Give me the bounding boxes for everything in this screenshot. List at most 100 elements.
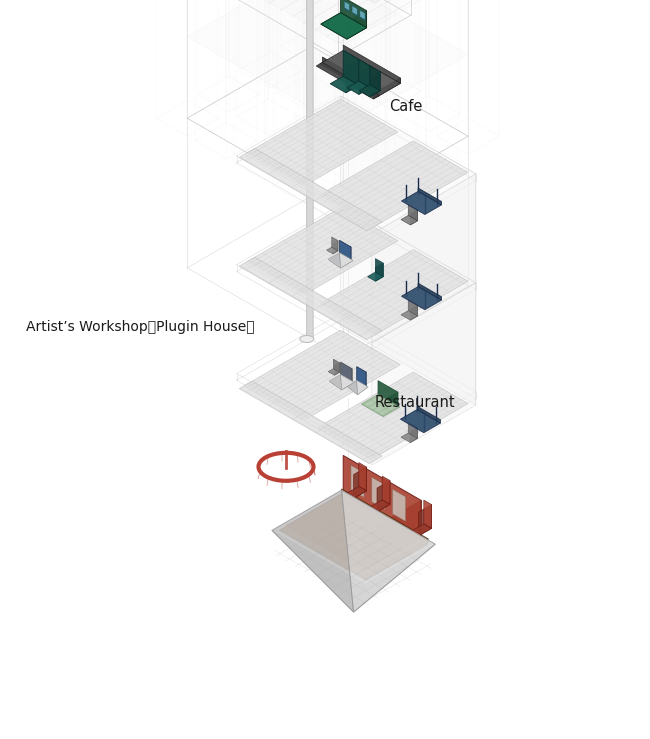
Polygon shape [347, 10, 367, 39]
Polygon shape [187, 0, 468, 126]
Polygon shape [401, 215, 417, 225]
Polygon shape [347, 386, 358, 395]
Polygon shape [365, 539, 428, 580]
Polygon shape [286, 493, 421, 571]
Polygon shape [361, 395, 400, 417]
Polygon shape [354, 467, 367, 498]
Polygon shape [346, 486, 367, 498]
Polygon shape [332, 237, 338, 251]
Polygon shape [363, 395, 398, 415]
Polygon shape [343, 45, 400, 84]
Polygon shape [368, 272, 384, 282]
Polygon shape [272, 531, 365, 612]
Polygon shape [322, 57, 380, 95]
Polygon shape [370, 72, 380, 97]
Polygon shape [341, 362, 352, 382]
Polygon shape [334, 363, 339, 375]
Polygon shape [408, 422, 417, 438]
Polygon shape [36, 0, 582, 3]
Polygon shape [376, 259, 384, 276]
Polygon shape [408, 300, 417, 316]
Polygon shape [410, 210, 417, 225]
Polygon shape [352, 13, 358, 16]
Polygon shape [377, 78, 400, 97]
Polygon shape [349, 381, 366, 392]
Polygon shape [341, 0, 367, 27]
Polygon shape [357, 381, 368, 395]
Polygon shape [360, 10, 365, 20]
Polygon shape [359, 17, 365, 20]
Polygon shape [307, 0, 313, 343]
Polygon shape [328, 253, 341, 268]
Polygon shape [330, 254, 351, 266]
Polygon shape [341, 375, 354, 390]
Text: Artist’s Workshop（Plugin House）: Artist’s Workshop（Plugin House） [26, 320, 255, 333]
Ellipse shape [300, 336, 314, 342]
Polygon shape [410, 305, 417, 320]
Polygon shape [417, 406, 441, 423]
Polygon shape [328, 259, 342, 268]
Polygon shape [372, 477, 385, 509]
Polygon shape [187, 0, 468, 45]
Polygon shape [343, 369, 352, 388]
Polygon shape [377, 480, 390, 512]
Polygon shape [378, 381, 398, 407]
Text: Restaurant: Restaurant [374, 395, 455, 409]
Polygon shape [418, 188, 441, 205]
Polygon shape [344, 1, 350, 11]
Polygon shape [401, 433, 417, 443]
Polygon shape [402, 287, 441, 310]
Polygon shape [321, 13, 367, 39]
Polygon shape [376, 263, 384, 282]
Polygon shape [333, 359, 339, 372]
Polygon shape [341, 96, 476, 283]
Polygon shape [369, 500, 390, 512]
Polygon shape [418, 283, 441, 300]
Polygon shape [359, 85, 380, 97]
Polygon shape [393, 489, 406, 521]
Polygon shape [328, 369, 339, 375]
Polygon shape [401, 310, 417, 320]
Polygon shape [239, 257, 382, 340]
Polygon shape [339, 253, 353, 268]
Polygon shape [342, 382, 354, 390]
Polygon shape [307, 0, 313, 339]
Polygon shape [424, 500, 432, 528]
Polygon shape [329, 381, 343, 390]
Polygon shape [342, 489, 428, 544]
Polygon shape [347, 81, 370, 95]
Polygon shape [352, 6, 358, 16]
Polygon shape [400, 409, 441, 433]
Polygon shape [347, 381, 358, 395]
Polygon shape [332, 375, 352, 388]
Polygon shape [373, 90, 380, 99]
Polygon shape [321, 13, 367, 39]
Polygon shape [320, 141, 468, 226]
Polygon shape [359, 59, 370, 88]
Polygon shape [402, 191, 441, 214]
Polygon shape [358, 372, 366, 392]
Polygon shape [239, 381, 382, 463]
Polygon shape [333, 241, 338, 253]
Polygon shape [382, 476, 390, 505]
Polygon shape [330, 76, 359, 92]
Polygon shape [342, 247, 351, 266]
Polygon shape [359, 66, 370, 95]
Polygon shape [370, 66, 380, 91]
Polygon shape [244, 330, 400, 420]
Text: Cafe: Cafe [389, 99, 422, 114]
Polygon shape [384, 392, 398, 415]
Polygon shape [419, 505, 432, 536]
Polygon shape [239, 149, 382, 231]
Polygon shape [272, 490, 354, 612]
Polygon shape [354, 544, 436, 612]
Polygon shape [329, 375, 342, 390]
Polygon shape [247, 99, 398, 186]
Polygon shape [346, 59, 359, 92]
Polygon shape [317, 372, 468, 459]
Polygon shape [364, 500, 421, 571]
Polygon shape [341, 261, 353, 268]
Polygon shape [342, 490, 436, 612]
Polygon shape [339, 240, 351, 261]
Polygon shape [411, 524, 432, 536]
